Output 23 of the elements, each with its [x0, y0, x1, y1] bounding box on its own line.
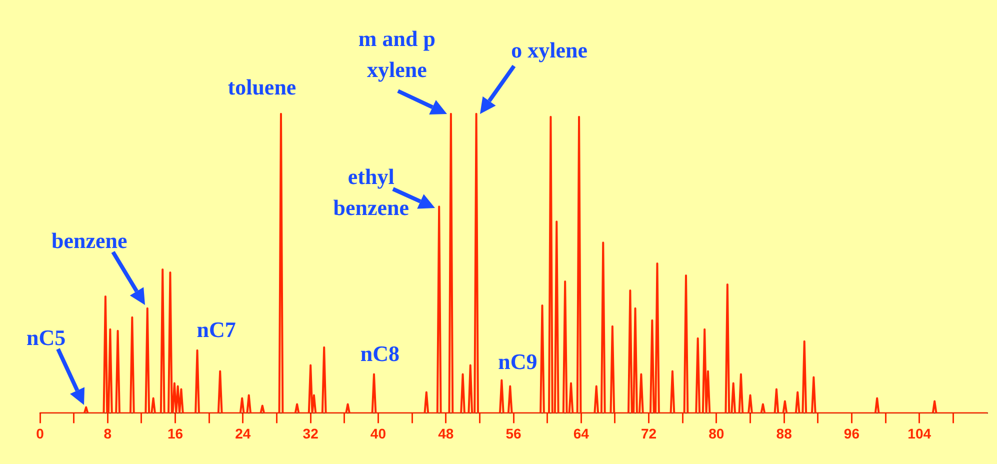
x-tick-label: 80	[708, 425, 724, 442]
x-tick-label: 88	[776, 425, 792, 442]
x-tick-label: 64	[573, 425, 590, 442]
x-tick-label: 56	[506, 425, 522, 442]
x-tick-label: 40	[370, 425, 386, 442]
annotation: nC9	[498, 348, 538, 374]
annotation: ethyl benzene	[333, 164, 410, 220]
x-tick-label: 24	[235, 425, 251, 442]
annotation: m and p xylene	[358, 26, 436, 82]
annotation: benzene	[52, 228, 128, 254]
x-tick-label: 48	[438, 425, 454, 442]
x-tick-label: 104	[908, 425, 932, 442]
annotation: nC5	[26, 324, 66, 350]
x-tick-label: 0	[36, 425, 44, 442]
annotation: nC7	[196, 317, 236, 342]
x-tick-label: 96	[844, 425, 860, 442]
x-tick-label: 16	[167, 425, 184, 442]
x-tick-label: 8	[104, 425, 112, 442]
x-tick-label: 72	[640, 425, 657, 442]
annotation: o xylene	[511, 38, 588, 63]
annotation: nC8	[360, 340, 400, 366]
x-tick-label: 32	[302, 425, 319, 442]
annotation: toluene	[228, 74, 296, 100]
